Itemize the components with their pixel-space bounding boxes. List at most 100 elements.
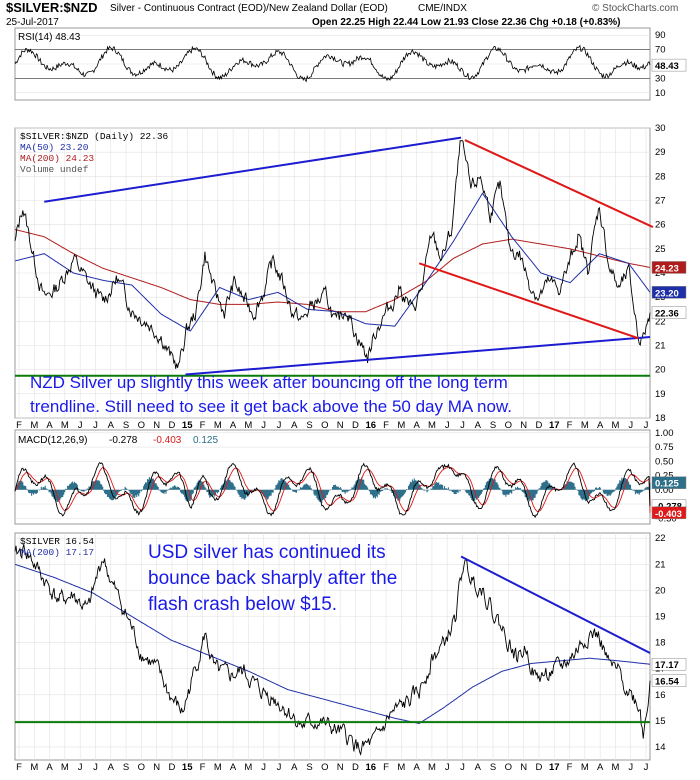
- nzd-legend-volume: Volume undef: [20, 164, 89, 175]
- macd-panel-frame: [14, 429, 651, 525]
- nzd-y-tick-label: 21: [655, 341, 666, 352]
- usd-x-tick-label: S: [123, 762, 129, 773]
- nzd-trendline-blue: [185, 336, 651, 376]
- macd-signal-last-label: -0.403: [655, 509, 682, 520]
- macd-signal-line: [14, 466, 651, 513]
- usd-annotation-line-2: bounce back sharply after the: [148, 568, 397, 589]
- chart-symbol-title: $SILVER:$NZD: [6, 0, 98, 15]
- nzd-x-tick-label: S: [306, 420, 312, 431]
- nzd-x-tick-label: A: [597, 420, 604, 431]
- nzd-y-tick-label: 25: [655, 244, 666, 255]
- nzd-x-tick-label: N: [153, 420, 160, 431]
- usd-x-tick-label: S: [490, 762, 496, 773]
- nzd-x-tick-label: O: [505, 420, 512, 431]
- nzd-x-tick-label: N: [337, 420, 344, 431]
- usd-x-tick-label: F: [383, 762, 389, 773]
- usd-x-tick-label: A: [597, 762, 604, 773]
- macd-histogram-last-label: 0.125: [655, 479, 679, 490]
- nzd-x-tick-label: D: [536, 420, 543, 431]
- nzd-x-tick-label: 17: [549, 420, 560, 431]
- trendlines: [15, 136, 654, 724]
- macd-y-tick-label: 0.00: [655, 485, 674, 496]
- nzd-x-tick-label: S: [123, 420, 129, 431]
- nzd-x-tick-label: F: [16, 420, 22, 431]
- nzd-price-last-label: 22.36: [655, 309, 679, 320]
- usd-x-tick-label: A: [230, 762, 237, 773]
- nzd-legend-ma50: MA(50) 23.20: [20, 142, 89, 153]
- nzd-x-tick-label: M: [397, 420, 405, 431]
- usd-x-tick-label: F: [200, 762, 206, 773]
- macd-line: [14, 461, 651, 519]
- usd-x-tick-label: A: [475, 762, 482, 773]
- rsi-last-value-label-badge: [651, 58, 687, 72]
- usd-x-tick-label: J: [460, 762, 465, 773]
- usd-x-tick-label: M: [611, 762, 619, 773]
- usd-x-tick-label: M: [581, 762, 589, 773]
- last-value-labels: 48.4324.2323.2022.360.125-0.278-0.40317.…: [651, 58, 687, 688]
- usd-x-tick-label: J: [628, 762, 633, 773]
- usd-legend-ma200: MA(200) 17.17: [20, 547, 94, 558]
- nzd-ma200-line: [14, 229, 651, 313]
- usd-x-tick-label: N: [337, 762, 344, 773]
- usd-trendline-blue: [460, 555, 651, 654]
- nzd-x-tick-label: F: [567, 420, 573, 431]
- nzd-x-tick-label: N: [520, 420, 527, 431]
- nzd-price-last-label-badge: [651, 306, 687, 319]
- nzd-ma50-last-label-badge: [651, 286, 687, 299]
- nzd-x-tick-label: M: [611, 420, 619, 431]
- usd-x-tick-label: 15: [182, 762, 193, 773]
- nzd-legend-ma200: MA(200) 24.23: [20, 153, 94, 164]
- usd-price-last-label-badge: [651, 674, 687, 687]
- nzd-x-tick-label: J: [277, 420, 282, 431]
- macd-y-tick-label: 0.50: [655, 456, 674, 467]
- usd-x-tick-label: J: [445, 762, 450, 773]
- usd-x-tick-label: M: [214, 762, 222, 773]
- nzd-y-tick-label: 29: [655, 147, 666, 158]
- nzd-x-tick-label: A: [475, 420, 482, 431]
- usd-price-line: [14, 544, 651, 757]
- usd-x-tick-label: A: [291, 762, 298, 773]
- usd-x-tick-label: O: [138, 762, 145, 773]
- usd-x-tick-label: M: [61, 762, 69, 773]
- usd-y-tick-label: 16: [655, 690, 666, 701]
- nzd-x-tick-label: D: [168, 420, 175, 431]
- nzd-x-tick-label: J: [644, 420, 649, 431]
- usd-ma200-last-label-badge: [651, 657, 687, 671]
- nzd-x-tick-label: J: [261, 420, 266, 431]
- usd-y-tick-label: 20: [655, 585, 666, 596]
- usd-x-tick-label: F: [16, 762, 22, 773]
- usd-x-tick-label: O: [505, 762, 512, 773]
- nzd-x-tick-label: A: [230, 420, 237, 431]
- nzd-trendline-blue: [44, 136, 462, 203]
- usd-y-tick-label: 18: [655, 638, 666, 649]
- nzd-x-tick-label: J: [93, 420, 98, 431]
- rsi-line: [14, 44, 651, 83]
- usd-legend-price: $SILVER 16.54: [20, 536, 94, 547]
- macd-y-tick-label: 0.75: [655, 442, 674, 453]
- usd-price-panel-frame: [14, 532, 651, 761]
- nzd-x-tick-label: J: [628, 420, 633, 431]
- nzd-ma200-last-label-badge: [651, 261, 687, 274]
- macd-legend-value: -0.278: [109, 435, 138, 446]
- usd-y-tick-label: 14: [655, 742, 666, 753]
- nzd-y-tick-label: 18: [655, 413, 666, 424]
- usd-x-tick-label: J: [93, 762, 98, 773]
- usd-x-tick-label: M: [244, 762, 252, 773]
- usd-x-tick-label: J: [644, 762, 649, 773]
- usd-x-tick-label: D: [536, 762, 543, 773]
- nzd-x-tick-label: M: [581, 420, 589, 431]
- macd-legend-histogram: 0.125: [193, 435, 218, 446]
- usd-x-tick-label: A: [413, 762, 420, 773]
- usd-x-tick-label: M: [30, 762, 38, 773]
- nzd-x-tick-label: A: [46, 420, 53, 431]
- nzd-x-tick-label: M: [244, 420, 252, 431]
- nzd-x-tick-label: M: [61, 420, 69, 431]
- rsi-y-tick-label: 90: [655, 30, 666, 41]
- usd-x-tick-label: O: [321, 762, 328, 773]
- usd-price-last-label: 16.54: [655, 677, 679, 688]
- nzd-trendline-red: [464, 139, 654, 228]
- nzd-x-tick-label: O: [138, 420, 145, 431]
- rsi-legend: RSI(14) 48.43: [18, 32, 81, 43]
- chart-date: 25-Jul-2017: [6, 17, 59, 28]
- chart-description: Silver - Continuous Contract (EOD)/New Z…: [110, 3, 388, 14]
